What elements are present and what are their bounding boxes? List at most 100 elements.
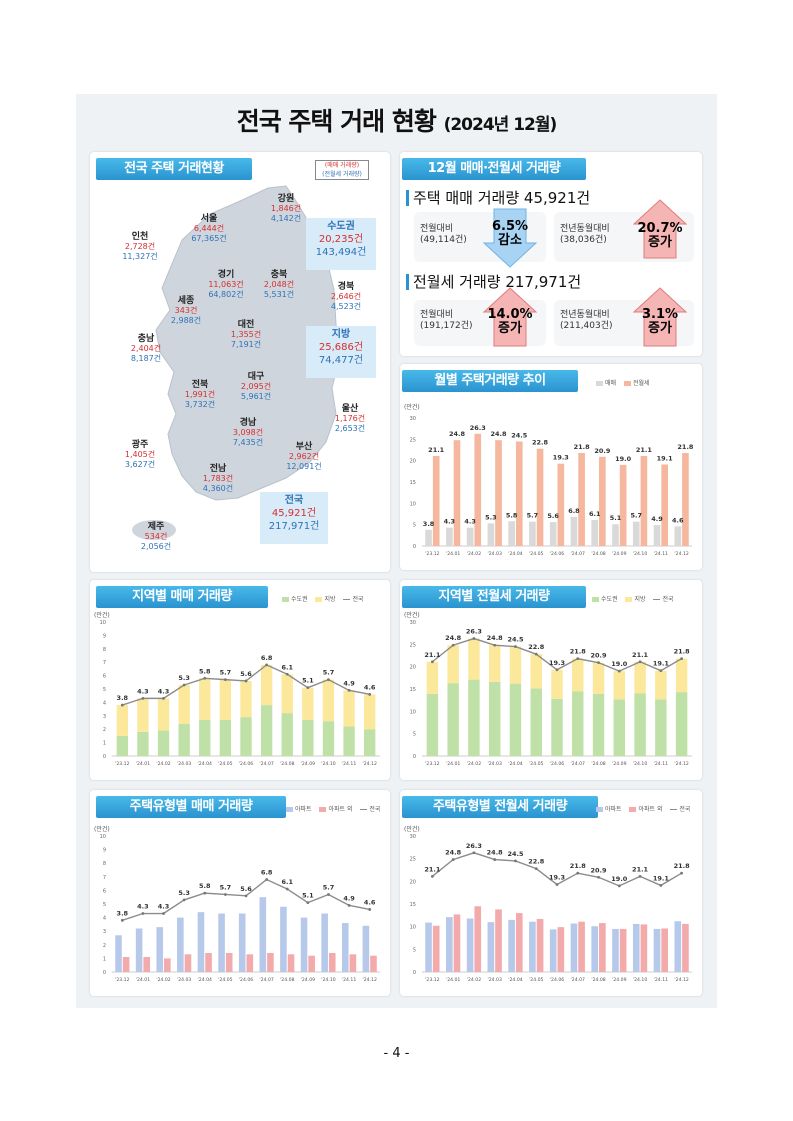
bar-매매 — [570, 516, 578, 546]
region-rent: 3,627건 — [124, 460, 156, 469]
capital-sale: 20,235건 — [318, 234, 364, 245]
data-label: 20.9 — [591, 866, 608, 874]
y-tick-label: 25 — [410, 857, 416, 863]
region-name: 대구 — [247, 372, 265, 382]
legend-swatch — [653, 599, 661, 600]
data-label: 26.3 — [470, 424, 486, 432]
line-point — [597, 661, 600, 665]
region-label: 대구 2,095건 5,961건 — [232, 372, 280, 402]
bar-지방 — [675, 658, 688, 693]
y-tick-label: 0 — [413, 970, 416, 976]
y-tick-label: 9 — [103, 633, 106, 639]
line-point — [223, 678, 227, 682]
y-tick-label: 5 — [413, 947, 416, 953]
rent-mom-label: 전월대비 — [420, 310, 454, 320]
local-sale: 25,686건 — [318, 342, 364, 353]
legend-label: 아파트 — [605, 806, 622, 813]
region-name: 제주 — [147, 522, 165, 532]
x-tick-label: '24.03 — [487, 977, 501, 983]
data-label: 3.8 — [117, 909, 129, 917]
y-tick-label: 0 — [413, 544, 416, 550]
bar-아파트 외 — [122, 957, 130, 972]
bar-수도권 — [634, 693, 646, 756]
bar-아파트 — [674, 921, 682, 972]
data-label: 6.8 — [261, 654, 273, 662]
bar-아파트 — [197, 912, 205, 972]
region-sale: 534건 — [144, 532, 168, 541]
bar-아파트 — [177, 917, 184, 972]
x-tick-label: '24.11 — [342, 977, 356, 983]
region-sale: 1,991건 — [184, 390, 216, 399]
nation-rent: 217,971건 — [268, 521, 320, 532]
nation-sale: 45,921건 — [271, 508, 317, 519]
y-tick-label: 3 — [103, 929, 106, 935]
legend-swatch — [625, 597, 633, 602]
bar-아파트 — [135, 928, 143, 972]
bar-아파트 외 — [474, 906, 482, 972]
y-tick-label: 5 — [103, 687, 106, 693]
x-tick-label: '24.07 — [259, 761, 273, 767]
bar-수도권 — [447, 683, 459, 756]
map-panel: 전국 주택 거래현황 (매매 거래량) (전월세 거래량) 강원 1,846건 4,… — [90, 152, 390, 572]
bar-전월세 — [515, 441, 523, 546]
y-tick-label: 3 — [103, 714, 106, 720]
region-sale: 2,404건 — [130, 344, 162, 353]
bar-전월세 — [661, 464, 668, 546]
data-label: 6.1 — [281, 878, 293, 886]
line-point — [430, 660, 434, 664]
data-label: 4.3 — [137, 687, 149, 695]
region-name: 경기 — [217, 270, 235, 280]
bar-수도권 — [530, 688, 542, 756]
line-point — [534, 652, 538, 656]
bar-아파트 — [570, 923, 578, 972]
y-tick-label: 30 — [410, 620, 416, 626]
data-label: 22.8 — [532, 439, 549, 447]
y-tick-label: 6 — [103, 674, 106, 680]
bar-아파트 외 — [495, 909, 502, 972]
y-tick-label: 30 — [410, 416, 416, 422]
legend-swatch — [623, 381, 631, 386]
data-label: 3.8 — [423, 520, 435, 528]
line-point — [514, 859, 517, 863]
chart-legend-monthly: 매매 전월세 — [590, 378, 650, 387]
region-rent: 3,732건 — [184, 400, 216, 409]
region-label: 세종 343건 2,988건 — [162, 296, 210, 326]
region-rent: 11,327건 — [122, 252, 158, 261]
y-tick-label: 15 — [410, 902, 416, 908]
line-point — [680, 871, 684, 875]
rent-yoy-percent: 3.1% — [641, 307, 679, 322]
chart-heading-type-sale: 주택유형별 매매 거래량 — [96, 796, 286, 818]
bar-전월세 — [453, 440, 461, 546]
bar-아파트 외 — [619, 928, 627, 972]
x-tick-label: '24.05 — [218, 761, 232, 767]
bar-지방 — [281, 674, 293, 714]
bar-지방 — [116, 705, 128, 736]
data-label: 21.1 — [424, 865, 441, 873]
chart-heading-type-rent: 주택유형별 전월세 거래량 — [402, 796, 598, 818]
data-label: 5.8 — [199, 882, 211, 890]
region-label: 전남 1,783건 4,360건 — [194, 464, 242, 494]
y-tick-label: 2 — [103, 727, 106, 733]
bar-아파트 — [425, 922, 432, 972]
bar-아파트 외 — [370, 955, 377, 972]
bar-전월세 — [682, 452, 689, 546]
bar-수도권 — [551, 698, 563, 756]
chart-type-sale: 0 1 2 3 4 5 6 7 8 9 10 '23.12 '24.01 '24.02 '24.03 '24.… — [100, 834, 380, 983]
data-label: 4.9 — [651, 515, 663, 523]
line-point — [368, 692, 372, 696]
data-label: 19.0 — [611, 875, 628, 883]
data-label: 5.3 — [178, 889, 190, 897]
line-point — [451, 858, 455, 861]
bar-수도권 — [116, 735, 128, 756]
arrow-down-icon — [482, 208, 538, 268]
sale-yoy-direction: 증가 — [648, 235, 672, 250]
bar-지방 — [488, 645, 501, 682]
data-label: 24.8 — [487, 634, 504, 642]
region-label: 충남 2,404건 8,187건 — [122, 334, 170, 364]
bar-전월세 — [474, 433, 482, 546]
data-label: 19.1 — [653, 874, 670, 882]
bar-아파트 — [362, 925, 370, 972]
bar-수도권 — [178, 723, 190, 756]
sale-mom-label: 전월대비 — [420, 224, 454, 234]
legend-swatch — [360, 809, 368, 810]
